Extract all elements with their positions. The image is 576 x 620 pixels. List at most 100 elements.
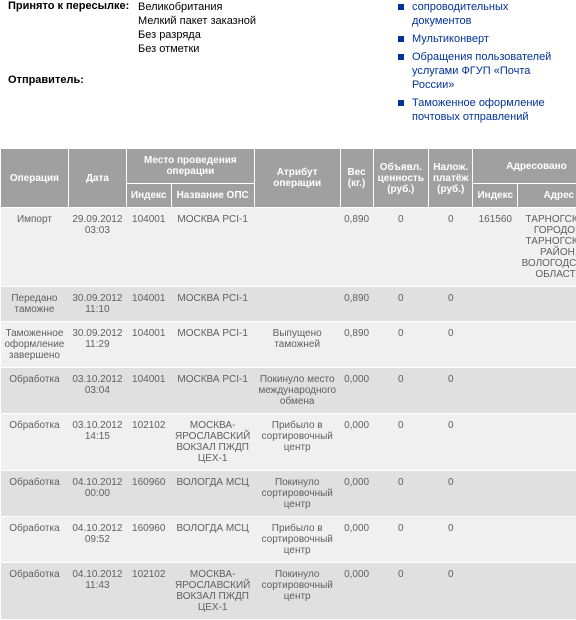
table-cell — [254, 287, 340, 322]
side-link-item[interactable]: Таможенное оформление почтовых отправлен… — [398, 96, 568, 124]
th-cod: Налож. платёж (руб.) — [428, 149, 473, 208]
table-row: Обработка04.10.2012 11:43102102МОСКВА-ЯР… — [1, 563, 576, 620]
table-cell — [518, 368, 576, 414]
table-row: Обработка04.10.2012 00:00160960ВОЛОГДА М… — [1, 471, 576, 517]
table-cell: 04.10.2012 11:43 — [68, 563, 126, 620]
table-cell — [473, 471, 518, 517]
th-attr: Атрибут операции — [254, 149, 340, 208]
table-cell: Обработка — [1, 414, 69, 471]
side-link[interactable]: Обращения пользователей услугами ФГУП «П… — [412, 50, 568, 92]
table-cell: 0 — [428, 517, 473, 563]
bullet-icon — [398, 36, 404, 42]
accepted-value: Без отметки — [138, 42, 256, 56]
table-cell: 04.10.2012 00:00 — [68, 471, 126, 517]
table-cell: Обработка — [1, 471, 69, 517]
table-cell: 0 — [428, 287, 473, 322]
accepted-label: Принято к пересылке: — [8, 0, 138, 56]
tracking-table: Операция Дата Место проведения операции … — [0, 148, 576, 620]
side-link-item[interactable]: Мультиконверт — [398, 32, 568, 46]
sender-label: Отправитель: — [8, 74, 138, 86]
table-cell: 0,000 — [340, 517, 373, 563]
table-cell: 104001 — [126, 368, 171, 414]
table-cell — [473, 414, 518, 471]
table-cell: Покинуло сортировочный центр — [254, 471, 340, 517]
side-link[interactable]: Таможенное оформление почтовых отправлен… — [412, 96, 568, 124]
th-adr: Адрес — [518, 184, 576, 208]
table-cell: 0 — [428, 368, 473, 414]
table-cell: Прибыло в сортировочный центр — [254, 414, 340, 471]
table-cell — [518, 287, 576, 322]
table-cell: МОСКВА PCI-1 — [171, 322, 254, 368]
table-cell: МОСКВА PCI-1 — [171, 287, 254, 322]
table-cell: 104001 — [126, 287, 171, 322]
table-cell: 0,000 — [340, 471, 373, 517]
table-cell: 0 — [428, 563, 473, 620]
table-cell: Обработка — [1, 563, 69, 620]
accepted-value: Великобритания — [138, 0, 256, 14]
table-cell: 0,890 — [340, 287, 373, 322]
table-cell — [473, 517, 518, 563]
table-cell: 30.09.2012 11:29 — [68, 322, 126, 368]
bullet-icon — [398, 4, 404, 10]
accepted-value: Мелкий пакет заказной — [138, 14, 256, 28]
table-cell: Покинуло место международного обмена — [254, 368, 340, 414]
table-cell: МОСКВА PCI-1 — [171, 208, 254, 287]
table-cell — [518, 563, 576, 620]
table-cell: 0 — [428, 208, 473, 287]
table-cell: Импорт — [1, 208, 69, 287]
th-declared: Объявл. ценность (руб.) — [373, 149, 428, 208]
table-cell: 04.10.2012 09:52 — [68, 517, 126, 563]
table-cell: МОСКВА-ЯРОСЛАВСКИЙ ВОКЗАЛ ПЖДП ЦЕХ-1 — [171, 414, 254, 471]
bullet-icon — [398, 54, 404, 60]
table-cell: 0 — [373, 517, 428, 563]
accepted-value: Без разряда — [138, 28, 256, 42]
table-cell: Таможенное оформление завершено — [1, 322, 69, 368]
table-row: Таможенное оформление завершено30.09.201… — [1, 322, 576, 368]
table-cell: Прибыло в сортировочный центр — [254, 517, 340, 563]
bullet-icon — [398, 100, 404, 106]
th-addressed: Адресовано — [473, 149, 576, 184]
table-cell: ВОЛОГДА МСЦ — [171, 471, 254, 517]
th-adr-index: Индекс — [473, 184, 518, 208]
table-cell: 03.10.2012 03:04 — [68, 368, 126, 414]
accepted-values: ВеликобританияМелкий пакет заказнойБез р… — [138, 0, 256, 56]
table-cell — [518, 517, 576, 563]
side-link[interactable]: Мультиконверт — [412, 32, 489, 46]
table-cell: 0 — [373, 368, 428, 414]
table-cell: Покинуло сортировочный центр — [254, 563, 340, 620]
table-cell — [473, 563, 518, 620]
table-cell: 03.10.2012 14:15 — [68, 414, 126, 471]
table-cell: 0 — [373, 414, 428, 471]
table-cell: 102102 — [126, 563, 171, 620]
th-location: Место проведения операции — [126, 149, 254, 184]
table-cell: 104001 — [126, 208, 171, 287]
table-cell: Обработка — [1, 368, 69, 414]
th-operation: Операция — [1, 149, 69, 208]
table-cell — [473, 287, 518, 322]
table-row: Обработка04.10.2012 09:52160960ВОЛОГДА М… — [1, 517, 576, 563]
table-cell — [518, 471, 576, 517]
table-cell: 160960 — [126, 517, 171, 563]
table-cell: 0 — [428, 322, 473, 368]
table-cell — [518, 322, 576, 368]
table-cell: Обработка — [1, 517, 69, 563]
table-cell: 0 — [428, 471, 473, 517]
side-link[interactable]: сопроводительных документов — [412, 0, 568, 28]
th-index: Индекс — [126, 184, 171, 208]
table-cell: ВОЛОГДА МСЦ — [171, 517, 254, 563]
table-cell: 0 — [373, 208, 428, 287]
table-cell — [518, 414, 576, 471]
table-cell: 0,890 — [340, 208, 373, 287]
side-links: сопроводительных документов Мультиконверт… — [388, 0, 568, 128]
table-cell: Передано таможне — [1, 287, 69, 322]
side-link-item[interactable]: Обращения пользователей услугами ФГУП «П… — [398, 50, 568, 92]
table-cell: 0,000 — [340, 414, 373, 471]
side-link-item[interactable]: сопроводительных документов — [398, 0, 568, 28]
table-cell: 30.09.2012 11:10 — [68, 287, 126, 322]
th-weight: Вес (кг.) — [340, 149, 373, 208]
table-cell: 0 — [373, 563, 428, 620]
table-cell: 0,890 — [340, 322, 373, 368]
table-cell: 160960 — [126, 471, 171, 517]
table-cell: МОСКВА PCI-1 — [171, 368, 254, 414]
table-cell: 0 — [373, 471, 428, 517]
